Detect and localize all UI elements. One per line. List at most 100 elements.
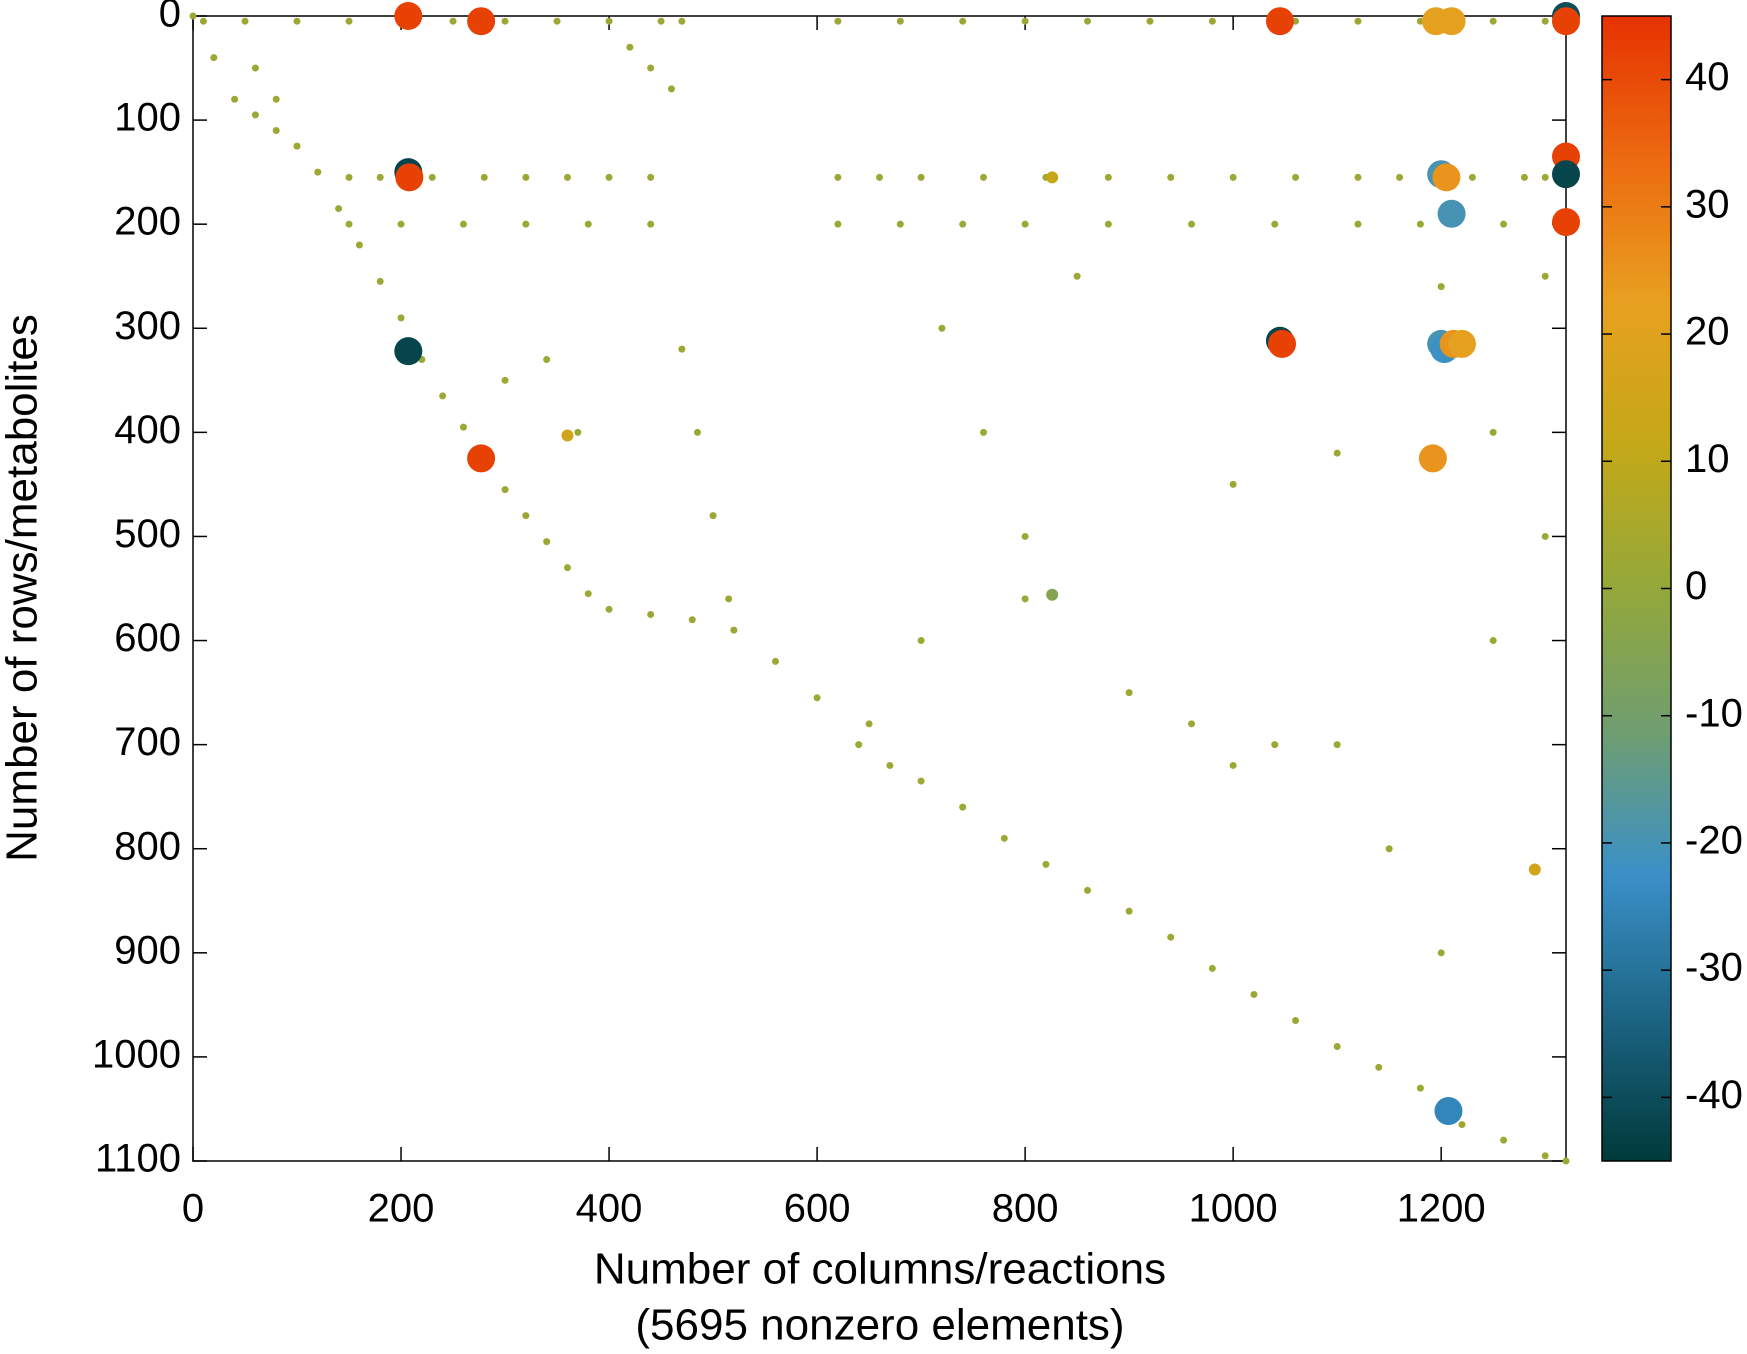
point xyxy=(376,173,384,181)
x-axis-note: (5695 nonzero elements) xyxy=(635,1301,1124,1350)
x-axis-label: Number of columns/reactions xyxy=(594,1245,1166,1294)
colorbar-tick-label: -20 xyxy=(1685,819,1743,863)
point xyxy=(1489,637,1497,645)
point xyxy=(501,17,509,25)
point xyxy=(1292,1016,1300,1024)
point xyxy=(1104,173,1112,181)
point xyxy=(1541,17,1549,25)
y-tick-label: 500 xyxy=(114,512,181,556)
y-tick-label: 1000 xyxy=(92,1032,181,1076)
point xyxy=(693,428,701,436)
point xyxy=(834,173,842,181)
point xyxy=(1437,283,1445,291)
point xyxy=(1333,741,1341,749)
point xyxy=(678,345,686,353)
point xyxy=(1046,171,1059,184)
point xyxy=(1354,173,1362,181)
point xyxy=(553,17,561,25)
x-tick-label: 0 xyxy=(182,1187,204,1231)
point xyxy=(1416,220,1424,228)
point xyxy=(876,173,883,181)
point xyxy=(834,220,842,228)
point xyxy=(1229,761,1237,769)
point xyxy=(1447,329,1476,358)
point xyxy=(1167,933,1175,941)
point xyxy=(1046,588,1059,601)
y-tick-label: 800 xyxy=(114,824,181,868)
point xyxy=(314,168,322,176)
point xyxy=(199,17,207,25)
point xyxy=(647,64,655,72)
point xyxy=(1562,1157,1570,1165)
point xyxy=(1250,990,1258,998)
point xyxy=(1541,532,1549,540)
point xyxy=(938,324,946,332)
point xyxy=(917,777,925,785)
point xyxy=(1385,845,1393,853)
point xyxy=(467,444,496,473)
point xyxy=(189,12,197,20)
point xyxy=(1552,7,1580,36)
plot-frame xyxy=(192,15,1567,1162)
point xyxy=(428,173,436,181)
point xyxy=(1021,595,1029,603)
point xyxy=(678,17,686,25)
point xyxy=(730,626,738,634)
point xyxy=(980,173,988,181)
point xyxy=(241,17,249,25)
point xyxy=(1458,1121,1466,1129)
point xyxy=(449,17,457,25)
colorbar-tick-label: -30 xyxy=(1685,946,1743,990)
point xyxy=(1333,1043,1341,1050)
y-tick-label: 700 xyxy=(114,720,181,764)
x-tick-label: 800 xyxy=(992,1187,1059,1231)
point xyxy=(480,173,488,181)
colorbar-tick-label: 0 xyxy=(1685,564,1707,608)
point xyxy=(813,694,821,702)
point xyxy=(605,605,613,613)
point xyxy=(1167,173,1175,181)
point xyxy=(1084,886,1092,894)
point xyxy=(1416,1084,1424,1092)
point xyxy=(459,423,467,431)
x-tick-label: 1000 xyxy=(1189,1187,1278,1231)
point xyxy=(345,173,353,181)
point xyxy=(397,220,405,228)
point xyxy=(1520,173,1528,181)
point xyxy=(896,220,904,228)
point xyxy=(959,17,967,25)
point xyxy=(896,17,904,25)
point xyxy=(667,85,675,93)
point xyxy=(1021,17,1029,25)
point xyxy=(917,637,925,645)
point xyxy=(959,220,967,228)
point xyxy=(231,95,239,103)
point xyxy=(1188,220,1196,228)
point xyxy=(1042,860,1050,868)
point xyxy=(647,611,655,619)
point xyxy=(345,17,353,25)
point xyxy=(1375,1063,1383,1071)
point xyxy=(1552,160,1580,189)
point xyxy=(293,142,301,150)
colorbar-tick-label: -40 xyxy=(1685,1073,1743,1117)
point xyxy=(210,54,218,62)
point xyxy=(834,17,842,25)
y-axis-label: Number of rows/metabolites xyxy=(0,314,47,862)
y-tick-label: 100 xyxy=(114,96,181,140)
point xyxy=(561,429,574,442)
x-tick-label: 1200 xyxy=(1397,1187,1486,1231)
point xyxy=(1468,173,1476,181)
y-tick-label: 0 xyxy=(159,0,181,36)
point xyxy=(1073,272,1081,280)
point xyxy=(1208,964,1216,972)
point xyxy=(1021,220,1029,228)
point xyxy=(709,512,717,520)
point xyxy=(1437,949,1445,957)
colorbar-tick-label: 10 xyxy=(1685,437,1730,481)
point xyxy=(1489,428,1497,436)
point xyxy=(1396,173,1404,181)
point xyxy=(605,173,613,181)
point xyxy=(725,595,733,603)
